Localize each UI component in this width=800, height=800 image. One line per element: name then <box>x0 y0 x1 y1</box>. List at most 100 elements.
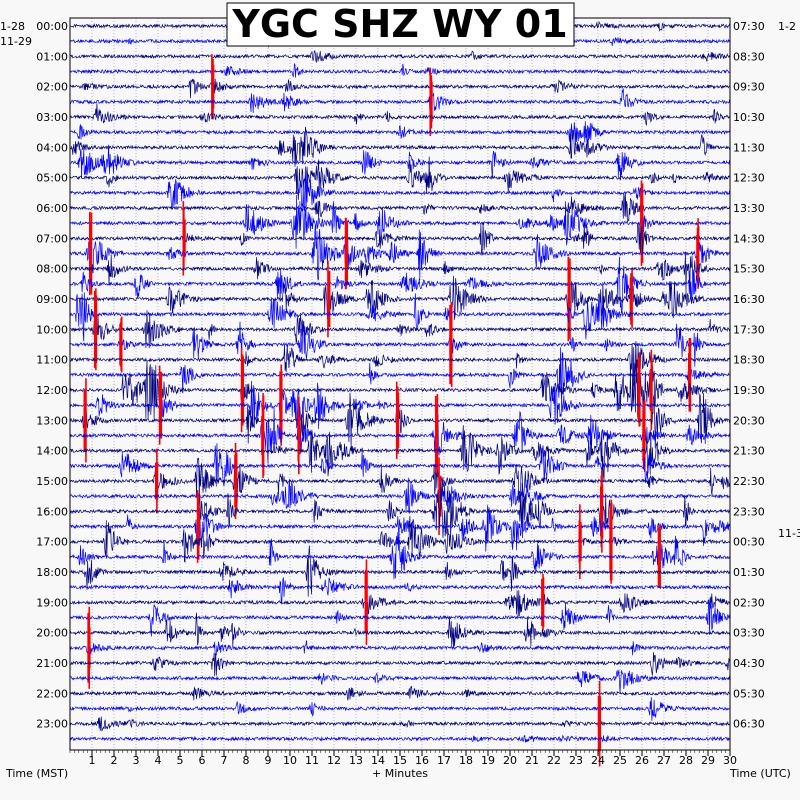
x-tick-label: 25 <box>613 754 627 767</box>
left-time-label: 18:00 <box>36 566 68 579</box>
trace-row <box>69 195 731 249</box>
right-time-label: 02:30 <box>733 596 765 609</box>
trace-row <box>69 545 731 597</box>
x-tick-label: 5 <box>177 754 184 767</box>
x-tick-label: 1 <box>89 754 96 767</box>
left-time-label: 11:00 <box>36 354 68 367</box>
left-time-label: 20:00 <box>36 627 68 640</box>
left-time-label: 03:00 <box>36 111 68 124</box>
trace-row <box>69 156 731 200</box>
left-time-label: 19:00 <box>36 596 68 609</box>
right-time-label: 15:30 <box>733 263 765 276</box>
left-time-label: 10:00 <box>36 323 68 336</box>
x-tick-label: 19 <box>481 754 495 767</box>
trace-row <box>69 49 731 63</box>
trace-row <box>69 274 731 320</box>
trace-row <box>69 716 730 732</box>
trace-row <box>69 347 731 405</box>
right-time-label: 22:30 <box>733 475 765 488</box>
x-axis-label: + Minutes <box>372 767 428 780</box>
trace-row <box>69 477 731 514</box>
x-tick-label: 9 <box>265 754 272 767</box>
trace-row <box>69 455 731 504</box>
left-time-label: 07:00 <box>36 232 68 245</box>
x-tick-label: 11 <box>305 754 319 767</box>
right-time-label: 12:30 <box>733 172 765 185</box>
right-time-label: 23:30 <box>733 505 765 518</box>
right-time-label: 04:30 <box>733 657 765 670</box>
right-time-label: 17:30 <box>733 323 765 336</box>
trace-row <box>69 222 730 256</box>
x-tick-label: 30 <box>723 754 737 767</box>
left-time-label: 16:00 <box>36 505 68 518</box>
trace-row <box>69 381 731 430</box>
trace-row <box>69 88 731 114</box>
x-tick-label: 27 <box>657 754 671 767</box>
x-tick-label: 8 <box>243 754 250 767</box>
right-time-label: 20:30 <box>733 414 765 427</box>
trace-row <box>69 443 731 487</box>
x-tick-label: 3 <box>133 754 140 767</box>
x-tick-label: 16 <box>415 754 429 767</box>
left-axis-label: Time (MST) <box>5 767 68 780</box>
left-time-label: 23:00 <box>36 718 68 731</box>
x-tick-label: 26 <box>635 754 649 767</box>
trace-row <box>69 734 731 743</box>
left-time-label: 09:00 <box>36 293 68 306</box>
left-time-label: 22:00 <box>36 687 68 700</box>
left-time-label: 12:00 <box>36 384 68 397</box>
right-date-top: 1-2 <box>778 20 796 33</box>
trace-row <box>69 76 731 99</box>
seismic-traces <box>69 20 731 767</box>
right-axis-label: Time (UTC) <box>729 767 791 780</box>
right-time-label: 13:30 <box>733 202 765 215</box>
trace-row <box>69 360 731 420</box>
chart-title: YGC SHZ WY 01 <box>231 2 567 46</box>
left-time-label: 15:00 <box>36 475 68 488</box>
trace-row <box>69 640 731 656</box>
right-time-labels: 07:30 08:30 09:30 10:30 11:30 12:30 13:30 14:30… <box>733 20 765 731</box>
x-tick-label: 21 <box>525 754 539 767</box>
x-tick-label: 29 <box>701 754 715 767</box>
right-time-label: 10:30 <box>733 111 765 124</box>
trace-row <box>69 577 731 604</box>
right-time-label: 07:30 <box>733 20 765 33</box>
left-time-label: 04:00 <box>36 141 68 154</box>
left-time-label: 06:00 <box>36 202 68 215</box>
trace-row <box>69 224 731 281</box>
trace-row <box>69 292 731 342</box>
trace-row <box>69 532 731 580</box>
trace-row <box>69 597 731 637</box>
trace-row <box>70 686 731 701</box>
trace-row <box>70 392 731 449</box>
right-time-label: 19:30 <box>733 384 765 397</box>
trace-row <box>69 589 731 618</box>
x-tick-label: 15 <box>393 754 407 767</box>
left-time-label: 17:00 <box>36 536 68 549</box>
x-tick-label: 24 <box>591 754 605 767</box>
trace-row <box>69 425 731 481</box>
x-tick-label: 14 <box>371 754 385 767</box>
trace-row <box>69 144 731 181</box>
x-tick-label: 7 <box>221 754 228 767</box>
x-tick-label: 23 <box>569 754 583 767</box>
right-time-label: 03:30 <box>733 627 765 640</box>
trace-row <box>70 652 731 677</box>
trace-row <box>69 256 731 313</box>
left-date-start: 11-29 <box>0 35 32 48</box>
right-time-label: 16:30 <box>733 293 765 306</box>
left-time-label: 21:00 <box>36 657 68 670</box>
left-time-labels: 00:00 01:00 02:00 03:00 04:00 05:00 06:00 07:00… <box>36 20 68 731</box>
right-time-label: 06:30 <box>733 718 765 731</box>
trace-row <box>69 408 731 464</box>
left-time-label: 14:00 <box>36 445 68 458</box>
right-time-label: 00:30 <box>733 536 765 549</box>
trace-row <box>69 121 731 149</box>
right-time-label: 14:30 <box>733 232 765 245</box>
trace-row <box>69 697 731 721</box>
left-time-label: 05:00 <box>36 172 68 185</box>
trace-row <box>69 166 731 221</box>
right-time-label: 08:30 <box>733 50 765 63</box>
trace-row <box>70 301 731 349</box>
